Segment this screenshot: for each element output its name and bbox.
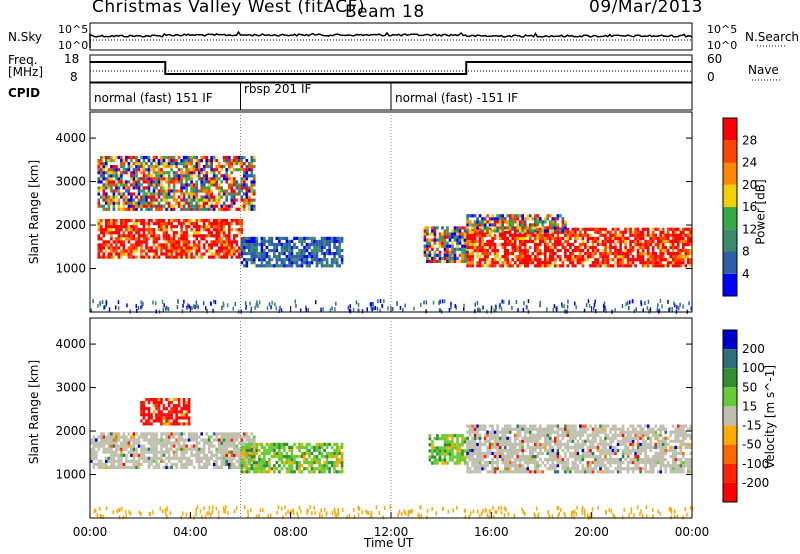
power-colorbar-swatch	[723, 118, 737, 141]
ytick-label: 2000	[55, 218, 86, 232]
power-colorbar-swatch	[723, 140, 737, 163]
power-colorbar-tick: 12	[742, 222, 757, 236]
ytick-label: 3000	[55, 175, 86, 189]
freq-line	[90, 61, 692, 75]
ytick-label: 4000	[55, 131, 86, 145]
freq-tick-top: 18	[64, 52, 80, 66]
cpid-segment-1: normal (fast) 151 IF	[94, 91, 213, 105]
power-colorbar-swatch	[723, 184, 737, 208]
cpid-segment-2: rbsp 201 IF	[244, 82, 312, 96]
velocity-colorbar-frame	[722, 329, 738, 503]
xtick-label: 00:00	[73, 525, 108, 539]
velocity-colorbar-tick: -200	[742, 476, 769, 490]
date-label: 09/Mar/2013	[589, 0, 703, 17]
power-colorbar-swatch	[723, 251, 737, 274]
ytick-label: 2000	[55, 424, 86, 438]
velocity-colorbar-swatch	[723, 387, 737, 407]
power-colorbar-tick: 16	[742, 200, 757, 214]
xtick-label: 16:00	[474, 525, 509, 539]
nsearch-label: N.Search	[745, 30, 800, 44]
velocity-colorbar-tick: -100	[742, 457, 769, 471]
nave-tick-top: 60	[707, 52, 723, 66]
power-colorbar-tick: 4	[742, 267, 750, 281]
nsearch-tick-top: 10^5	[707, 23, 738, 36]
xtick-label: 00:00	[675, 525, 710, 539]
power-colorbar-tick: 8	[742, 245, 750, 259]
cpid-label: CPID	[8, 86, 41, 100]
nave-label: Nave	[748, 63, 779, 77]
velocity-colorbar-swatch	[723, 425, 737, 445]
velocity-colorbar-tick: 200	[742, 342, 765, 356]
power-colorbar-swatch	[723, 229, 737, 252]
power-colorbar-tick: 20	[742, 178, 757, 192]
nsky-label: N.Sky	[8, 30, 43, 44]
ytick-label: 1000	[55, 468, 86, 482]
freq-frame	[89, 54, 693, 83]
power-heatmap-cells	[90, 155, 693, 314]
velocity-colorbar-tick: 15	[742, 399, 757, 413]
ytick-label: 4000	[55, 337, 86, 351]
freq-label-line1: Freq.	[8, 53, 38, 67]
velocity-colorbar-swatch	[723, 444, 737, 464]
velocity-colorbar-tick: 50	[742, 380, 757, 394]
power-colorbar-tick: 28	[742, 133, 757, 147]
nsearch-tick-bottom: 10^0	[707, 39, 738, 52]
nsky-tick-top: 10^5	[58, 23, 89, 36]
velocity-colorbar-swatch	[723, 463, 737, 483]
power-colorbar-swatch	[723, 207, 737, 230]
velocity-colorbar-tick: -50	[742, 438, 762, 452]
nsky-line	[89, 30, 693, 48]
cpid-segment-3: normal (fast) -151 IF	[395, 91, 519, 105]
xtick-label: 12:00	[374, 525, 409, 539]
velocity-colorbar-swatch	[723, 368, 737, 388]
velocity-colorbar-swatch	[723, 406, 737, 426]
power-colorbar-tick: 24	[742, 156, 757, 170]
freq-tick-bottom: 8	[70, 70, 78, 84]
power-colorbar-frame	[722, 117, 738, 297]
power-colorbar-swatch	[723, 273, 737, 297]
xtick-label: 08:00	[273, 525, 308, 539]
ytick-label: 3000	[55, 381, 86, 395]
velocity-colorbar-swatch	[723, 349, 737, 369]
velocity-colorbar-tick: 100	[742, 361, 765, 375]
velocity-colorbar-swatch	[723, 330, 737, 350]
ytick-label: 1000	[55, 262, 86, 276]
power-colorbar-swatch	[723, 162, 737, 185]
velocity-heatmap-cells	[90, 398, 694, 520]
velocity-colorbar-tick: -15	[742, 419, 762, 433]
time-xlabel: Time UT	[364, 536, 414, 550]
nsky-tick-bottom: 10^0	[58, 39, 89, 52]
beam-label: Beam 18	[345, 2, 425, 22]
xtick-label: 04:00	[173, 525, 208, 539]
nave-tick-bottom: 0	[707, 70, 715, 84]
freq-label-line2: [MHz]	[8, 65, 44, 79]
velocity-colorbar-swatch	[723, 482, 737, 502]
xtick-label: 20:00	[574, 525, 609, 539]
station-title: Christmas Valley West (fitACF)	[92, 0, 366, 17]
